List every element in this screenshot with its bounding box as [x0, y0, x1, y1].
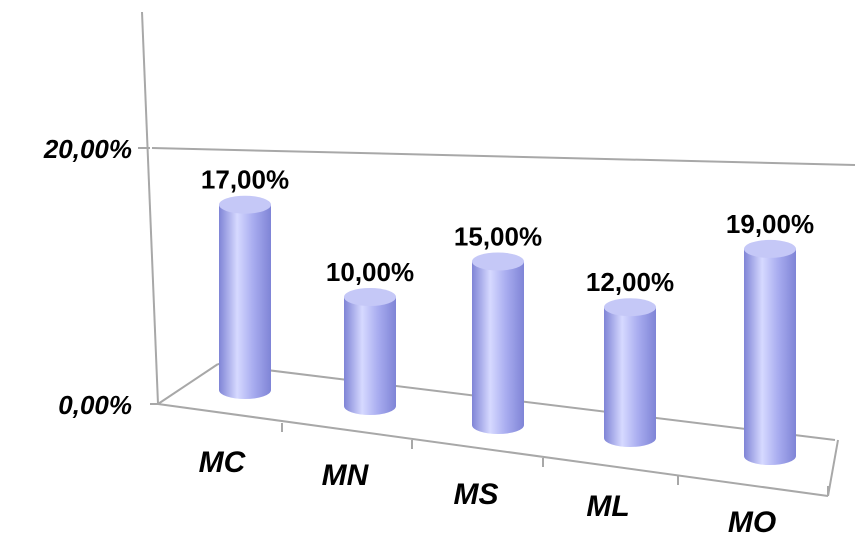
bar-ml: 12,00%: [586, 267, 674, 447]
bar-top: [472, 252, 524, 271]
bar-mc: 17,00%: [201, 165, 289, 399]
category-label: MO: [728, 506, 776, 539]
bar-top: [744, 239, 796, 258]
data-label: 10,00%: [326, 257, 414, 287]
back-top-edge: [151, 147, 856, 166]
bar-mn: 10,00%: [326, 257, 414, 415]
category-labels: MC MN MS ML MO: [199, 446, 776, 539]
y-axis-line: [141, 11, 159, 405]
x-axis-line: [157, 403, 829, 497]
bar-series: 17,00% 10,00% 15,00% 12,00% 19,00%: [201, 165, 814, 465]
bar-body: [344, 297, 396, 415]
category-label: MN: [322, 459, 370, 492]
bar-mo: 19,00%: [726, 209, 814, 465]
category-label: MC: [199, 446, 247, 479]
data-label: 17,00%: [201, 165, 289, 195]
bar-top: [219, 195, 271, 214]
floor-back-line: [217, 363, 836, 441]
bar-top: [604, 298, 656, 317]
data-label: 12,00%: [586, 267, 674, 297]
bar-body: [744, 248, 796, 465]
bar-body: [472, 261, 524, 434]
category-label: ML: [586, 490, 629, 523]
y-tick-label-max: 20,00%: [43, 134, 132, 164]
bar-top: [344, 288, 396, 306]
y-tick-labels: 20,00% 0,00%: [43, 134, 132, 420]
floor-right-edge: [827, 439, 839, 497]
category-label: MS: [454, 478, 499, 511]
bar-body: [604, 307, 656, 447]
bar-body: [219, 204, 271, 399]
data-label: 15,00%: [454, 222, 542, 252]
data-label: 19,00%: [726, 209, 814, 239]
back-floor-edge: [157, 363, 219, 405]
chart-frame: [138, 11, 856, 497]
y-tick-label-min: 0,00%: [58, 390, 132, 420]
bar-ms: 15,00%: [454, 222, 542, 434]
